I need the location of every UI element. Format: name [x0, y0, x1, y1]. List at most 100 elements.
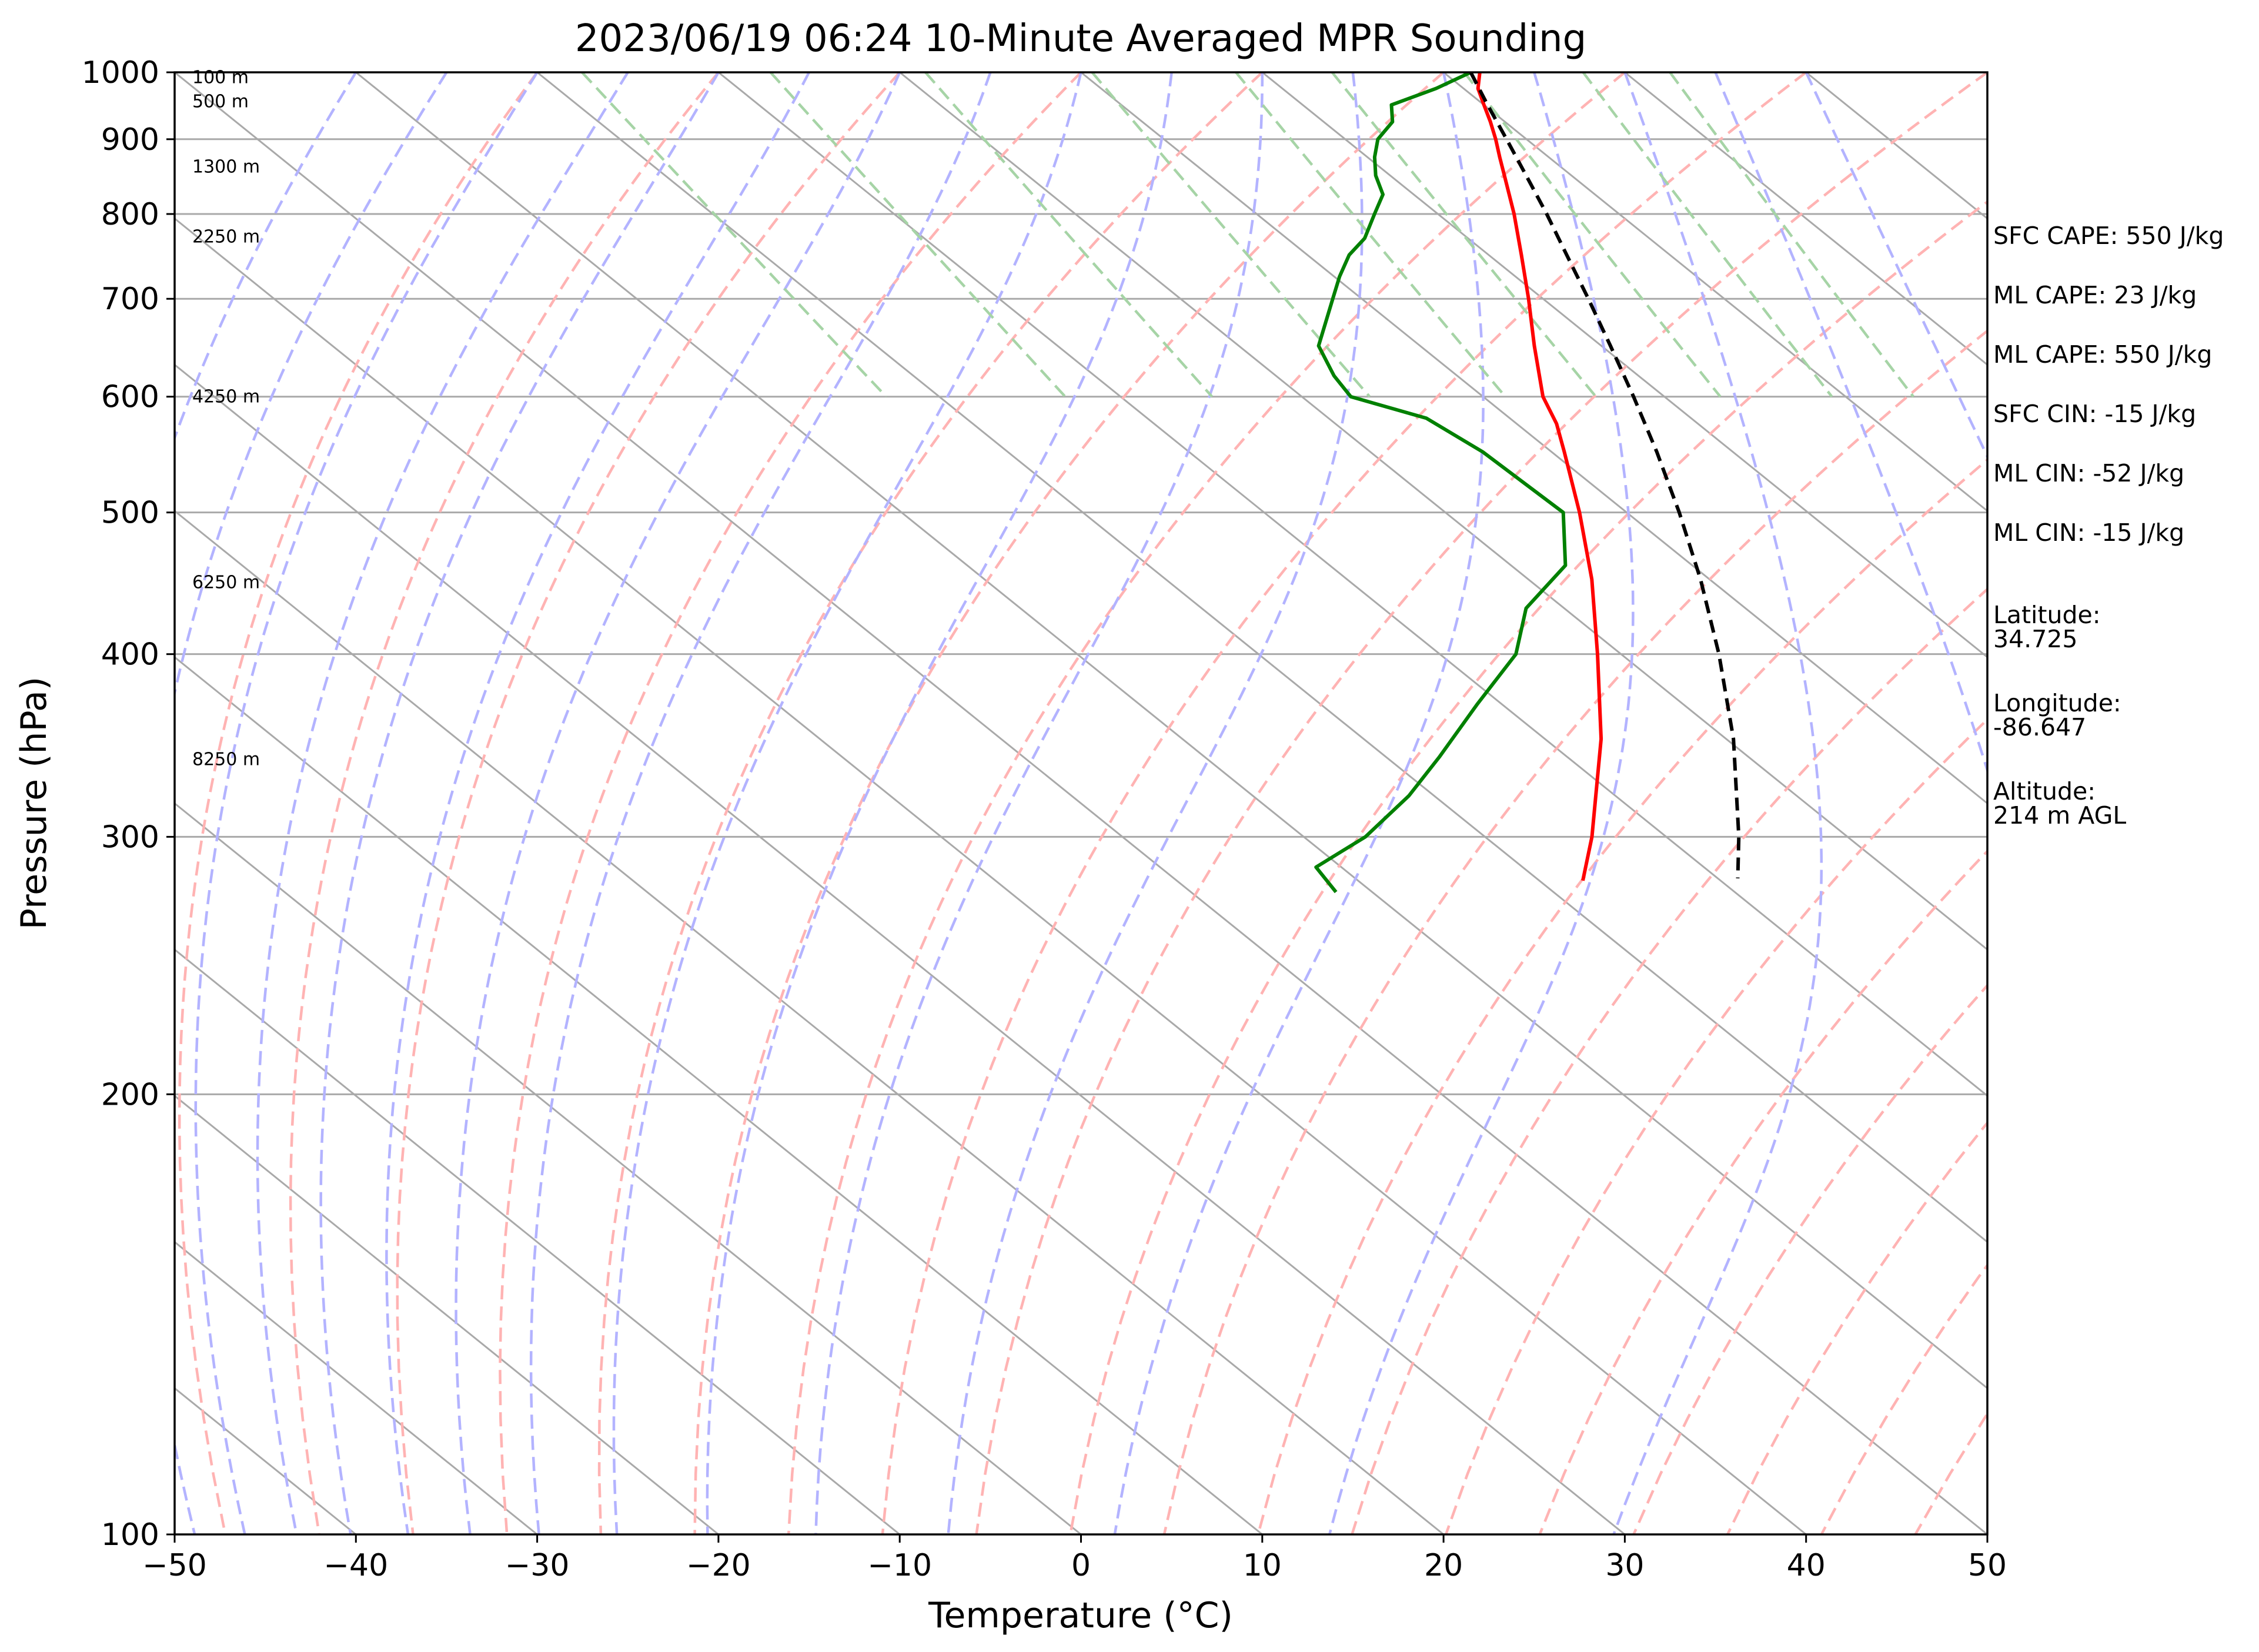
isotherm-line — [175, 1240, 538, 1534]
x-tick-label: −40 — [323, 1548, 388, 1583]
background-lines — [175, 72, 2259, 1534]
moist-adiabat-line — [706, 72, 1173, 1534]
moist-adiabat-line — [256, 72, 629, 1534]
station-label: Altitude: — [1993, 777, 2096, 805]
dewpoint-line — [1314, 72, 1568, 894]
moist-adiabat-line — [1113, 72, 1485, 1534]
dry-adiabat-line — [2197, 72, 2259, 1534]
height-label: 1300 m — [192, 156, 260, 177]
isotherm-line — [175, 72, 1987, 1534]
x-tick-label: 20 — [1424, 1548, 1463, 1583]
index-text: SFC CIN: -15 J/kg — [1993, 400, 2196, 428]
x-tick-label: −30 — [505, 1548, 570, 1583]
height-label: 100 m — [192, 68, 249, 88]
moist-adiabat-line — [175, 72, 357, 442]
dry-adiabat-line — [1257, 458, 1987, 1534]
y-tick-label: 100 — [101, 1517, 159, 1553]
parcel-line — [1469, 72, 1741, 879]
dry-adiabat-line — [787, 72, 1626, 1534]
dry-adiabat-line — [693, 72, 1445, 1534]
dry-adiabat-line — [597, 72, 1264, 1534]
y-tick-label: 200 — [101, 1077, 159, 1112]
isotherm-line — [175, 510, 1445, 1534]
y-tick-label: 1000 — [82, 55, 159, 91]
x-tick-label: 10 — [1243, 1548, 1282, 1583]
station-label: Latitude: — [1993, 601, 2101, 629]
x-tick-label: −50 — [142, 1548, 207, 1583]
sounding-indices: SFC CAPE: 550 J/kg ML CAPE: 23 J/kg ML CAP… — [1993, 222, 2224, 547]
station-value: 34.725 — [1993, 625, 2077, 653]
moist-adiabat-line — [814, 72, 1264, 1534]
isotherm-line — [355, 72, 1987, 1390]
moist-adiabat-line — [947, 72, 1364, 1534]
y-tick-label: 900 — [101, 122, 159, 158]
dry-adiabat-line — [975, 72, 1987, 1534]
moist-adiabat-line — [455, 72, 901, 1534]
height-label: 4250 m — [192, 387, 260, 407]
x-tick-label: 50 — [1968, 1548, 2007, 1583]
isotherm-line — [899, 72, 1987, 951]
mixing-ratio-line — [769, 72, 1067, 398]
height-label: 8250 m — [192, 749, 260, 770]
isotherm-line — [1080, 72, 1987, 805]
index-text: ML CAPE: 23 J/kg — [1993, 281, 2197, 309]
isotherm-line — [1443, 72, 1987, 513]
moist-adiabat-line — [319, 72, 720, 1534]
station-value: -86.647 — [1993, 713, 2086, 741]
mixing-ratio-line — [581, 72, 887, 398]
y-tick-label: 600 — [101, 380, 159, 415]
dry-adiabat-line — [1162, 329, 1987, 1534]
x-tick-label: −10 — [867, 1548, 932, 1583]
station-info: Latitude:34.725 Longitude:-86.647 Altitude… — [1993, 601, 2126, 830]
x-tick-label: −20 — [686, 1548, 751, 1583]
x-tick-label: 40 — [1787, 1548, 1826, 1583]
dry-adiabat-line — [499, 72, 1082, 1534]
dry-adiabat-line — [178, 72, 539, 1534]
index-text: SFC CAPE: 550 J/kg — [1993, 222, 2224, 250]
isotherm-line — [175, 656, 1263, 1534]
mixing-ratio-line — [1091, 72, 1371, 398]
dry-adiabat-line — [1069, 200, 1987, 1534]
moist-adiabat-line — [1804, 72, 1987, 460]
isotherm-line — [175, 217, 1807, 1534]
x-axis-label: Temperature (°C) — [928, 1595, 1233, 1636]
dry-adiabat-line — [396, 72, 901, 1534]
y-tick-label: 400 — [101, 637, 159, 673]
mixing-ratio-line — [1235, 72, 1506, 398]
height-labels: 100 m 500 m 1300 m 2250 m 4250 m 6250 m 8250 m — [192, 68, 260, 770]
moist-adiabat-line — [385, 72, 810, 1534]
moist-adiabat-line — [1714, 72, 1987, 1534]
moist-adiabat-line — [529, 72, 992, 1534]
isotherm-line — [175, 1094, 719, 1534]
moist-adiabat-line — [194, 72, 539, 1534]
isotherm-line — [1624, 72, 1987, 366]
mixing-ratio-line — [924, 72, 1214, 398]
mixing-ratio-line — [1582, 72, 1833, 398]
isotherm-line — [175, 363, 1626, 1534]
moist-adiabat-line — [612, 72, 1082, 1534]
isotherm-line — [175, 948, 901, 1534]
index-text: ML CIN: -52 J/kg — [1993, 459, 2184, 487]
y-tick-label: 300 — [101, 820, 159, 855]
profile-lines — [1314, 72, 1741, 894]
x-tick-label: 0 — [1071, 1548, 1091, 1583]
station-value: 214 m AGL — [1993, 801, 2126, 830]
index-text: ML CIN: -15 J/kg — [1993, 519, 2184, 547]
moist-adiabat-line — [1328, 72, 1635, 1534]
dry-adiabat-line — [289, 72, 720, 1534]
y-tick-label: 700 — [101, 282, 159, 317]
temperature-line — [1476, 72, 1603, 881]
station-label: Longitude: — [1993, 689, 2121, 717]
isotherm-line — [175, 802, 1082, 1534]
mixing-ratio-line — [1463, 72, 1722, 398]
x-tick-label: 30 — [1605, 1548, 1644, 1583]
isotherm-line — [1261, 72, 1987, 658]
chart-title: 2023/06/19 06:24 10-Minute Averaged MPR … — [575, 17, 1586, 61]
y-tick-label: 500 — [101, 496, 159, 531]
height-label: 6250 m — [192, 572, 260, 593]
y-tick-label: 800 — [101, 197, 159, 232]
isotherm-line — [536, 72, 1987, 1243]
index-text: ML CAPE: 550 J/kg — [1993, 340, 2212, 369]
moist-adiabat-line — [175, 72, 448, 1534]
